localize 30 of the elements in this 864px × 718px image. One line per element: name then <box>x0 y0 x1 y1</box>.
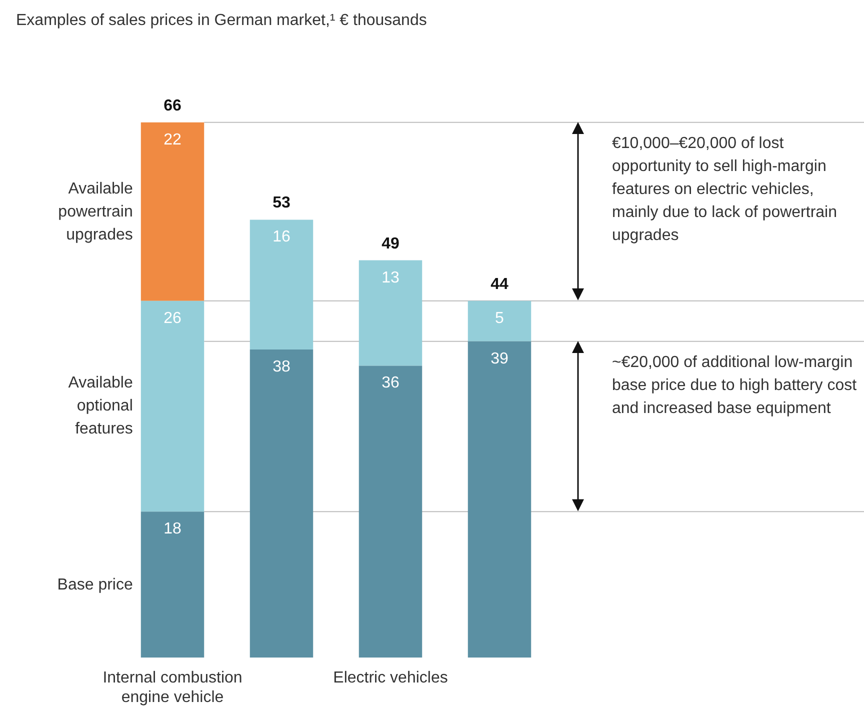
total-label: 49 <box>382 235 400 252</box>
total-label: 44 <box>490 276 508 293</box>
bar <box>468 341 532 658</box>
chart-title: Examples of sales prices in German market,¹ € thousands <box>16 12 427 30</box>
total-label: 53 <box>272 194 290 212</box>
total-label: 66 <box>164 97 182 114</box>
bar <box>140 122 204 301</box>
data-label: 38 <box>272 358 290 376</box>
data-label: 13 <box>382 269 400 286</box>
text: €10,000–€20,000 of lost opportunity to sell high-margin features on electric vehicles, mainly due to lack of powertrain upgrades <box>612 134 838 246</box>
series-label: Available powertrain upgrades <box>57 179 133 246</box>
bar <box>358 260 422 366</box>
series-label: Base price <box>56 575 133 596</box>
data-label: 22 <box>164 131 182 148</box>
data-label: 39 <box>490 350 508 368</box>
bar <box>140 300 204 512</box>
bar <box>250 220 314 350</box>
data-label: 5 <box>495 310 504 327</box>
series-label: Available optional features <box>67 374 133 440</box>
bar <box>140 512 204 658</box>
x-tick-label: Electric vehicles <box>333 670 448 687</box>
data-label: 18 <box>164 520 182 538</box>
bar <box>250 349 314 658</box>
data-label: 26 <box>164 310 182 327</box>
data-label: 16 <box>272 228 290 246</box>
data-label: 36 <box>382 374 400 392</box>
bar <box>358 366 422 658</box>
x-tick-label: Internal combustion engine vehicle <box>102 670 242 706</box>
bar <box>468 300 532 342</box>
text: ~€20,000 of additional low-margin base price due to high battery cost and increased base equipment <box>612 353 857 420</box>
